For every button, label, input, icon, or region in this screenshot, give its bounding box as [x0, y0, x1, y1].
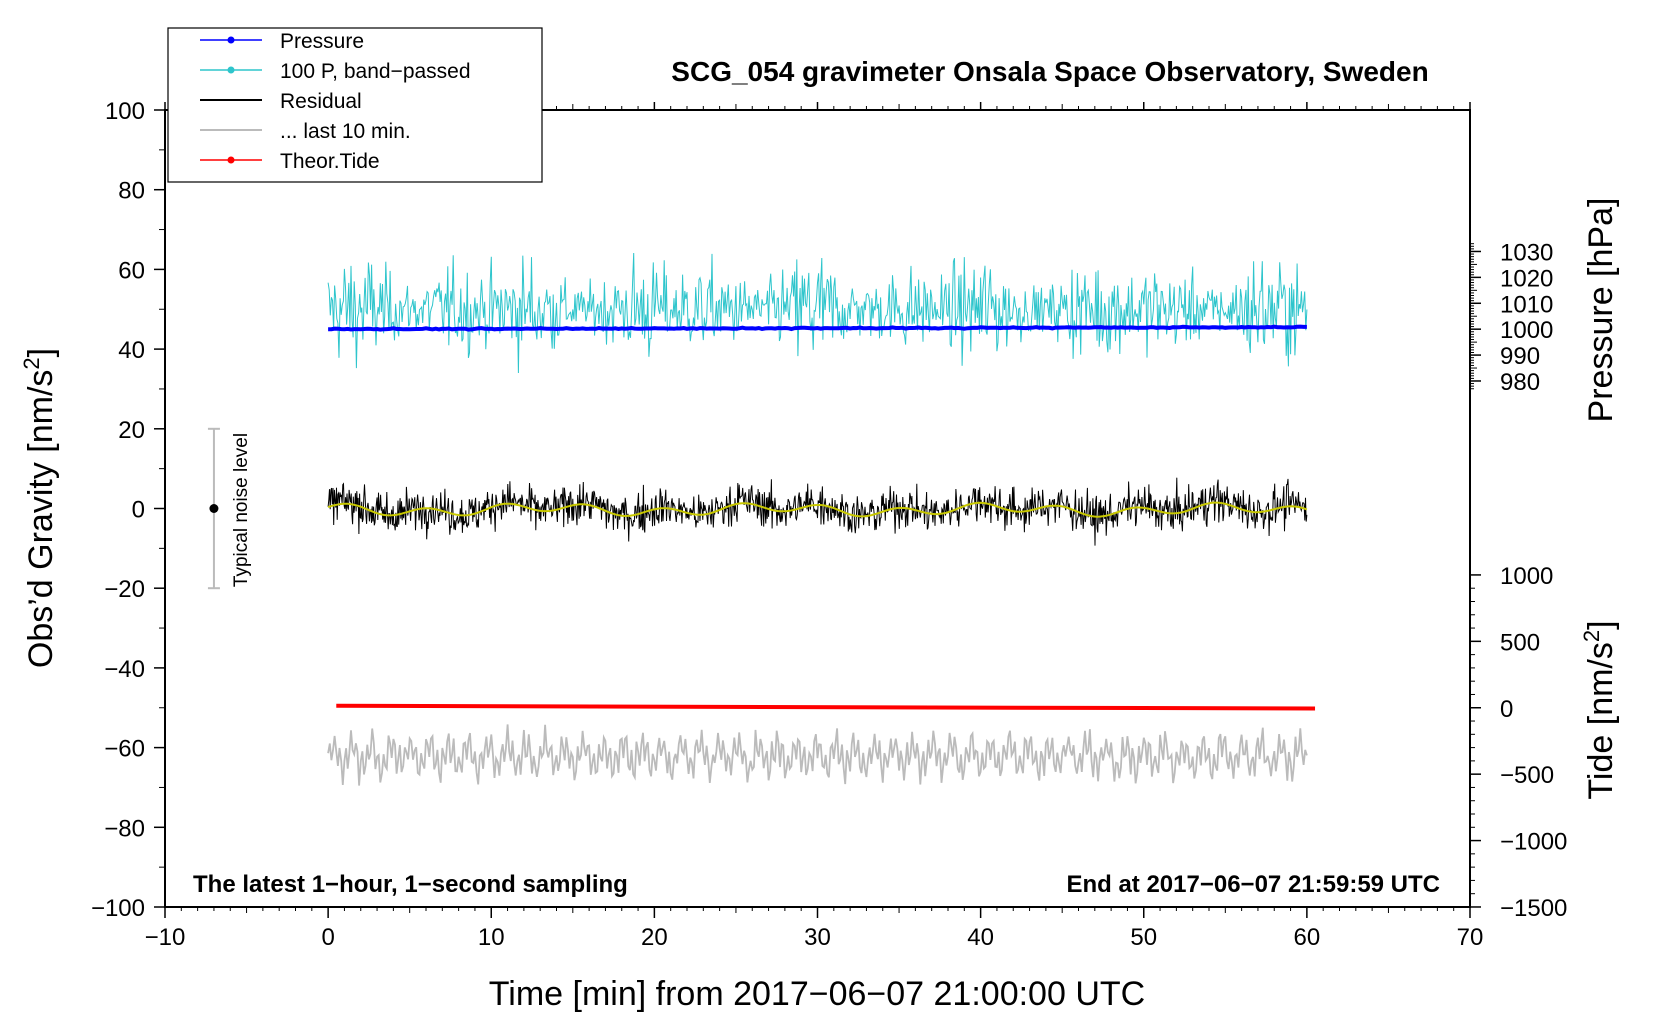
x-tick-label: 70: [1457, 924, 1484, 951]
x-tick-label: 60: [1294, 924, 1321, 951]
x-tick-label: 0: [321, 924, 334, 951]
y-tick-label-tide: 500: [1500, 629, 1540, 656]
x-tick-label: 20: [641, 924, 668, 951]
y-tick-label-tide: 1000: [1500, 563, 1553, 590]
y-tick-label-left: 20: [118, 417, 145, 444]
chart-title: SCG_054 gravimeter Onsala Space Observat…: [671, 56, 1428, 87]
x-tick-label: 50: [1130, 924, 1157, 951]
y-tick-label-pressure: 990: [1500, 343, 1540, 370]
y-axis-title-pressure: Pressure [hPa]: [1582, 198, 1620, 423]
y-tick-label-left: 40: [118, 337, 145, 364]
y-tick-label-pressure: 1000: [1500, 317, 1553, 344]
annotation-left: The latest 1−hour, 1−second sampling: [193, 871, 628, 898]
y-tick-label-left: −80: [104, 815, 145, 842]
annotation-right: End at 2017−06−07 21:59:59 UTC: [1066, 871, 1440, 898]
legend-box: [167, 27, 543, 183]
legend-label-bandpassed: 100 P, band−passed: [280, 60, 471, 83]
series-residual-smoothed-line: [327, 501, 1308, 518]
y-tick-label-pressure: 980: [1500, 369, 1540, 396]
legend-label-tide: Theor.Tide: [280, 150, 380, 173]
legend-dot-bandpassed: [227, 66, 235, 74]
y-tick-label-left: 80: [118, 178, 145, 205]
legend-dot-pressure: [227, 36, 235, 44]
series-pressure-line: [328, 324, 1307, 332]
legend-label-residual: Residual: [280, 90, 362, 113]
legend-label-pressure: Pressure: [280, 30, 364, 53]
y-tick-label-left: 0: [132, 497, 145, 524]
y-tick-label-tide: −500: [1500, 762, 1554, 789]
series-last10-line: [327, 724, 1308, 786]
y-tick-label-tide: −1500: [1500, 895, 1567, 922]
y-tick-label-left: −40: [104, 656, 145, 683]
axis-ticks: −10 0 10 20 30 40 50 60 70100806040200−20−40−60−…: [91, 98, 1567, 951]
series-group: [207, 252, 1316, 786]
y-tick-label-left: 60: [118, 257, 145, 284]
y-tick-label-pressure: 1010: [1500, 291, 1553, 318]
series-tide-line: [336, 703, 1316, 711]
y-tick-label-pressure: 1030: [1500, 239, 1553, 266]
x-tick-label: −10: [145, 924, 186, 951]
series-residual-line: [327, 477, 1308, 546]
y-tick-label-left: −60: [104, 736, 145, 763]
series-bandpassed-line: [327, 252, 1308, 374]
y-tick-label-left: 100: [105, 98, 145, 125]
y-axis-title-tide: Tide [nm/s2]: [1579, 620, 1620, 799]
legend-label-last10: ... last 10 min.: [280, 120, 411, 143]
x-tick-label: 40: [967, 924, 994, 951]
x-axis-title: Time [min] from 2017−06−07 21:00:00 UTC: [489, 975, 1145, 1013]
y-tick-label-tide: −1000: [1500, 829, 1567, 856]
y-tick-label-left: −20: [104, 576, 145, 603]
x-tick-label: 10: [478, 924, 505, 951]
y-tick-label-left: −100: [91, 895, 145, 922]
legend: Pressure 100 P, band−passed Residual ...…: [167, 27, 543, 183]
noise-bar-center-dot: [209, 504, 219, 513]
y-tick-label-pressure: 1020: [1500, 265, 1553, 292]
y-tick-label-tide: 0: [1500, 696, 1513, 723]
noise-bar-label: Typical noise level: [231, 433, 252, 587]
legend-dot-tide: [227, 156, 235, 164]
y-axis-title-left: Obs’d Gravity [nm/s2]: [19, 348, 60, 668]
x-tick-label: 30: [804, 924, 831, 951]
